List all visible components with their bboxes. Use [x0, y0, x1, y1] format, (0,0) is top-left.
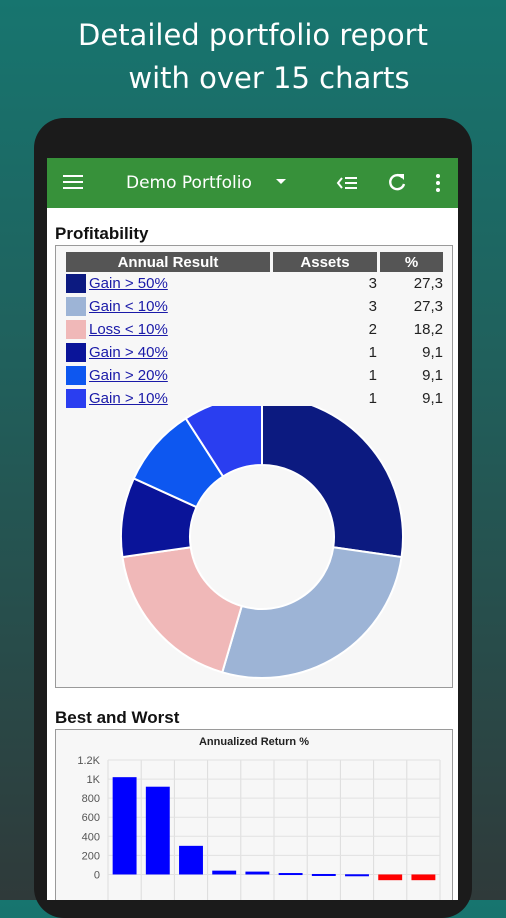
report-content: Profitability Annual Result Assets % Gai… [47, 208, 458, 900]
profitability-table: Annual Result Assets % Gain > 50% 3 27,3 Ga… [63, 252, 446, 410]
app-bar: Demo Portfolio [47, 158, 458, 208]
dropdown-caret-icon[interactable] [276, 179, 286, 184]
percent-cell: 27,3 [413, 275, 443, 292]
col-percent: % [380, 252, 443, 272]
result-link[interactable]: Gain > 50% [89, 275, 168, 292]
percent-cell: 18,2 [413, 321, 443, 338]
donut-slice [184, 406, 263, 478]
result-cell: Loss < 10% [66, 318, 270, 341]
return-bar [112, 777, 137, 875]
profitability-title: Profitability [55, 224, 149, 243]
result-cell: Gain > 20% [66, 364, 270, 387]
result-link[interactable]: Loss < 10% [89, 321, 168, 338]
return-bar [212, 870, 237, 875]
y-tick-label: 600 [82, 812, 100, 824]
table-row: Gain > 20% 1 9,1 [66, 364, 443, 387]
return-bar [345, 874, 369, 877]
return-bar [145, 786, 170, 875]
result-cell: Gain < 10% [66, 295, 270, 318]
color-swatch [66, 366, 86, 385]
filter-list-icon[interactable] [336, 173, 358, 193]
assets-cell: 3 [368, 275, 377, 292]
result-link[interactable]: Gain > 40% [89, 344, 168, 361]
color-swatch [66, 320, 86, 339]
color-swatch [66, 389, 86, 408]
result-cell: Gain > 10% [66, 387, 270, 410]
assets-cell: 1 [368, 344, 377, 361]
color-swatch [66, 297, 86, 316]
assets-cell: 2 [368, 321, 377, 338]
assets-cell: 1 [368, 390, 377, 407]
return-bar [278, 873, 303, 876]
table-row: Gain > 10% 1 9,1 [66, 387, 443, 410]
bar-chart-title: Annualized Return % [198, 736, 309, 748]
best-worst-title: Best and Worst [55, 708, 180, 727]
col-annual-result: Annual Result [66, 252, 270, 272]
percent-cell: 9,1 [422, 390, 443, 407]
profitability-donut-chart [120, 406, 404, 679]
assets-cell: 3 [368, 298, 377, 315]
result-link[interactable]: Gain < 10% [89, 298, 168, 315]
refresh-icon[interactable] [387, 172, 407, 192]
percent-cell: 27,3 [413, 298, 443, 315]
return-bar [245, 871, 270, 875]
profitability-card: Annual Result Assets % Gain > 50% 3 27,3 Ga… [55, 245, 453, 688]
y-tick-label: 1.2K [77, 755, 100, 767]
result-cell: Gain > 40% [66, 341, 270, 364]
y-tick-label: 800 [82, 793, 100, 805]
donut-slice [221, 546, 403, 679]
best-worst-card: Annualized Return % 1.2K 1K 800 600 400 200 0 [55, 729, 453, 900]
result-link[interactable]: Gain > 20% [89, 367, 168, 384]
color-swatch [66, 343, 86, 362]
table-row: Gain > 50% 3 27,3 [66, 272, 443, 295]
table-row: Gain > 40% 1 9,1 [66, 341, 443, 364]
percent-cell: 9,1 [422, 367, 443, 384]
donut-slice [121, 546, 243, 674]
table-row: Loss < 10% 2 18,2 [66, 318, 443, 341]
col-assets: Assets [273, 252, 377, 272]
y-tick-label: 200 [82, 850, 100, 862]
more-options-icon[interactable] [436, 174, 440, 192]
result-cell: Gain > 50% [66, 272, 270, 295]
return-bar [311, 873, 336, 876]
return-bar [411, 874, 436, 881]
menu-icon[interactable] [63, 175, 83, 191]
table-row: Gain < 10% 3 27,3 [66, 295, 443, 318]
return-bar [378, 874, 403, 881]
assets-cell: 1 [368, 367, 377, 384]
portfolio-title[interactable]: Demo Portfolio [126, 173, 252, 193]
app-screen: Demo Portfolio Profitability Annual Resu… [47, 158, 458, 900]
color-swatch [66, 274, 86, 293]
return-bar [179, 845, 203, 875]
result-link[interactable]: Gain > 10% [89, 390, 168, 407]
promo-headline: Detailed portfolio report with over 15 c… [0, 14, 506, 100]
y-tick-label: 0 [94, 869, 100, 881]
donut-slice [261, 406, 404, 559]
y-tick-label: 1K [87, 774, 101, 786]
y-tick-label: 400 [82, 831, 100, 843]
percent-cell: 9,1 [422, 344, 443, 361]
headline-line-1: Detailed portfolio report [78, 18, 428, 52]
headline-line-2: with over 15 charts [128, 61, 410, 95]
annualized-return-bar-chart: 1.2K 1K 800 600 400 200 0 [77, 755, 441, 900]
